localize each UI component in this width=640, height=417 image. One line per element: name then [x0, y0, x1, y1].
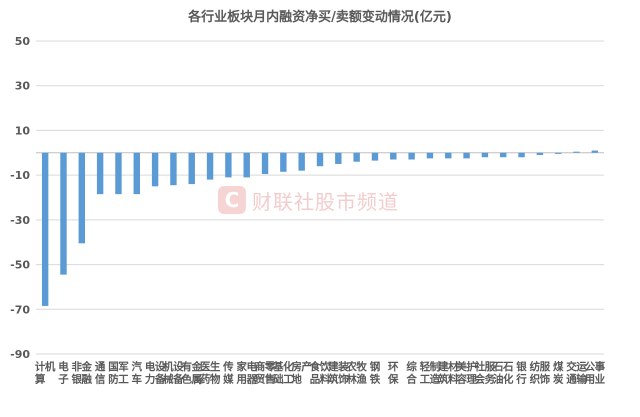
x-tick-label: 电力设备	[145, 360, 166, 386]
bar	[426, 152, 434, 159]
x-tick-label: 煤炭	[553, 360, 564, 386]
x-tick-label: 电子	[58, 360, 69, 386]
x-tick-label: 公用事业	[584, 360, 606, 386]
chart-title: 各行业板块月内融资净买/卖额变动情况(亿元)	[188, 10, 452, 25]
bar	[554, 152, 562, 154]
bar	[536, 152, 544, 156]
x-tick-label: 银行	[515, 360, 527, 386]
x-tick-label: 轻工制造	[420, 360, 441, 386]
y-tick-label: 50	[15, 35, 31, 48]
x-tick-label: 国防军工	[108, 361, 129, 386]
bar	[170, 152, 177, 186]
bar	[335, 152, 342, 164]
y-tick-label: -70	[10, 303, 30, 316]
watermark-logo: C	[218, 186, 246, 214]
x-tick-label: 基础化工	[272, 360, 294, 386]
x-tick-label: 食品饮料	[309, 360, 331, 386]
bar	[298, 152, 305, 171]
y-tick-label: 10	[15, 124, 31, 137]
y-tick-label: -90	[10, 348, 30, 361]
x-tick-label: 钢铁	[370, 360, 381, 386]
x-tick-label: 农林牧渔	[345, 360, 367, 386]
bar	[133, 152, 140, 195]
bar	[591, 150, 599, 153]
x-tick-label: 机械设备	[163, 360, 184, 386]
bar	[243, 152, 250, 178]
bar	[390, 152, 397, 160]
bar	[371, 152, 379, 161]
bar	[316, 152, 324, 167]
x-tick-label: 传媒	[222, 360, 234, 386]
y-tick-label: -50	[10, 259, 30, 272]
bar	[78, 152, 86, 244]
x-tick-label: 通信	[95, 361, 106, 386]
x-tick-label: 建筑装饰	[327, 360, 349, 386]
bar	[280, 152, 287, 172]
bar	[573, 151, 580, 153]
x-tick-label: 社会服务	[474, 360, 496, 386]
x-tick-label: 环保	[387, 361, 399, 386]
x-tick-label: 非银金融	[72, 360, 93, 386]
bar	[261, 152, 269, 175]
x-tick-label: 家用电器	[235, 360, 257, 386]
bar	[408, 152, 415, 160]
x-tick-label: 美容护理	[455, 360, 477, 386]
x-tick-label: 房地产	[291, 360, 312, 386]
x-tick-label: 汽车	[132, 360, 143, 386]
y-tick-label: -30	[10, 214, 30, 227]
x-tick-label: 建筑材料	[437, 360, 459, 386]
bar	[115, 152, 122, 195]
bar	[445, 152, 452, 159]
x-tick-label: 商贸零售	[255, 360, 276, 386]
bar	[151, 152, 159, 187]
bar	[206, 152, 214, 180]
x-tick-label: 有色金属	[181, 360, 202, 386]
x-tick-label: 计算机	[35, 360, 56, 386]
x-tick-label: 综合	[405, 360, 417, 386]
y-tick-label: -10	[10, 169, 30, 182]
x-tick-label: 石油石化	[492, 361, 514, 386]
y-tick-label: 30	[15, 80, 31, 93]
bar	[41, 152, 49, 306]
x-tick-label: 交通运输	[566, 360, 587, 386]
watermark-text: 财联社股市频道	[252, 189, 399, 214]
bar	[96, 152, 104, 195]
bar	[481, 152, 489, 158]
bar	[463, 152, 470, 159]
bar	[60, 152, 67, 275]
x-tick-label: 纺织服饰	[530, 360, 551, 386]
watermark: C 财联社股市频道	[218, 184, 399, 216]
x-tick-label: 医药生物	[200, 360, 221, 386]
bar	[518, 152, 525, 158]
bar	[353, 152, 360, 162]
bar	[500, 152, 507, 158]
bar	[225, 152, 232, 178]
bar	[188, 152, 195, 185]
